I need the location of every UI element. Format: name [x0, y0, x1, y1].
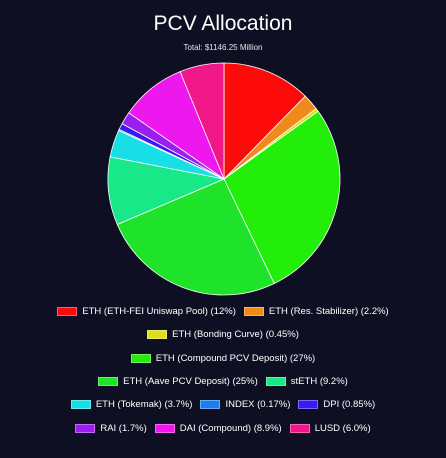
legend-row: ETH (Tokemak) (3.7%) INDEX (0.17%) DPI (0.…	[0, 399, 446, 410]
legend-label: ETH (Tokemak) (3.7%)	[95, 399, 193, 411]
legend-item[interactable]: stETH (9.2%)	[265, 375, 348, 387]
legend-row: ETH (Bonding Curve) (0.45%)	[0, 329, 446, 340]
legend-label: INDEX (0.17%)	[225, 399, 291, 411]
legend-item[interactable]: ETH (ETH-FEI Uniswap Pool) (12%)	[57, 306, 236, 317]
legend-row: ETH (Aave PCV Deposit) (25%) stETH (9.2%)	[0, 376, 446, 387]
chart-title: PCV Allocation	[153, 12, 293, 35]
legend-swatch	[130, 353, 151, 363]
legend-swatch	[75, 423, 96, 433]
legend-item[interactable]: ETH (Compound PCV Deposit) (27%)	[130, 352, 316, 364]
legend-label: ETH (Res. Stabilizer) (2.2%)	[268, 306, 389, 317]
legend-label: RAI (1.7%)	[100, 422, 147, 434]
legend-item[interactable]: INDEX (0.17%)	[200, 399, 290, 410]
chart-subtitle: Total: $1146.25 Million	[183, 43, 263, 52]
legend-item[interactable]: ETH (Bonding Curve) (0.45%)	[147, 329, 299, 340]
legend-row: ETH (ETH-FEI Uniswap Pool) (12%) ETH (Res…	[0, 306, 446, 317]
legend-item[interactable]: DPI (0.85%)	[298, 399, 375, 410]
legend-item[interactable]: ETH (Aave PCV Deposit) (25%)	[98, 376, 258, 387]
legend-label: ETH (ETH-FEI Uniswap Pool) (12%)	[82, 306, 236, 317]
legend-swatch	[265, 376, 286, 386]
legend-row: RAI (1.7%) DAI (Compound) (8.9%) LUSD (6.0…	[0, 423, 446, 434]
legend-swatch	[98, 376, 119, 386]
legend-swatch	[289, 423, 310, 433]
legend-swatch	[200, 400, 221, 410]
legend-label: ETH (Compound PCV Deposit) (27%)	[155, 352, 316, 364]
legend-label: ETH (Aave PCV Deposit) (25%)	[123, 375, 258, 387]
legend-swatch	[243, 307, 264, 316]
legend-item[interactable]: DAI (Compound) (8.9%)	[154, 422, 282, 434]
legend-swatch	[70, 400, 91, 410]
pie-slice-3[interactable]	[223, 110, 341, 285]
legend-label: DPI (0.85%)	[323, 399, 376, 411]
pie-slice-11[interactable]	[179, 62, 225, 180]
legend-label: ETH (Bonding Curve) (0.45%)	[172, 329, 299, 341]
pie-slice-0[interactable]	[223, 62, 306, 180]
legend-swatch	[57, 307, 78, 316]
legend-item[interactable]: RAI (1.7%)	[75, 422, 147, 434]
legend-swatch	[298, 400, 319, 410]
legend-item[interactable]: ETH (Tokemak) (3.7%)	[70, 399, 193, 411]
legend-item[interactable]: ETH (Res. Stabilizer) (2.2%)	[243, 306, 389, 317]
legend-item[interactable]: LUSD (6.0%)	[289, 422, 371, 434]
legend-label: DAI (Compound) (8.9%)	[179, 422, 282, 434]
legend-swatch	[154, 423, 175, 433]
legend-label: LUSD (6.0%)	[314, 422, 371, 434]
legend-swatch	[147, 330, 168, 340]
legend-label: stETH (9.2%)	[290, 375, 348, 387]
legend-row: ETH (Compound PCV Deposit) (27%)	[0, 353, 446, 364]
